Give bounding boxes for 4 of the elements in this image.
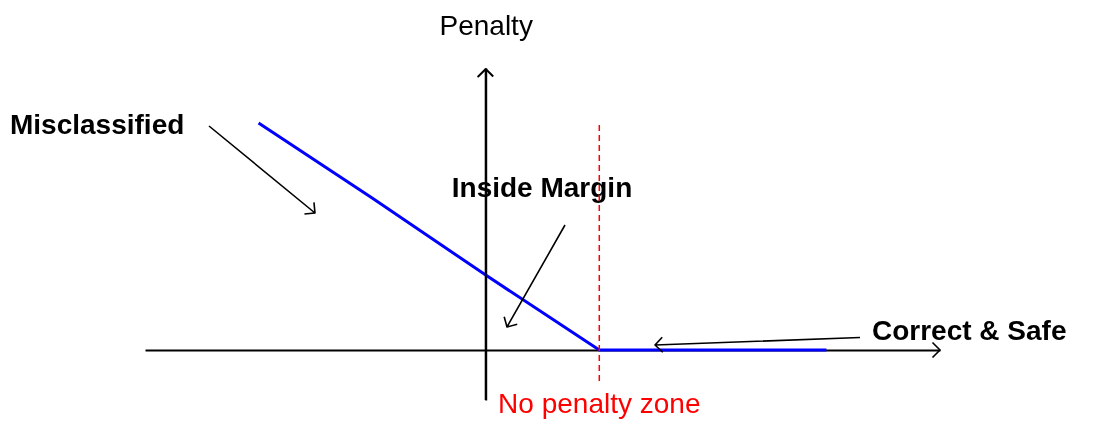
y-axis-title: Penalty <box>439 9 533 41</box>
annotation: Correct & Safe <box>872 315 1067 346</box>
text: No penalty zone <box>498 388 701 419</box>
annotation: Misclassified <box>10 109 185 140</box>
